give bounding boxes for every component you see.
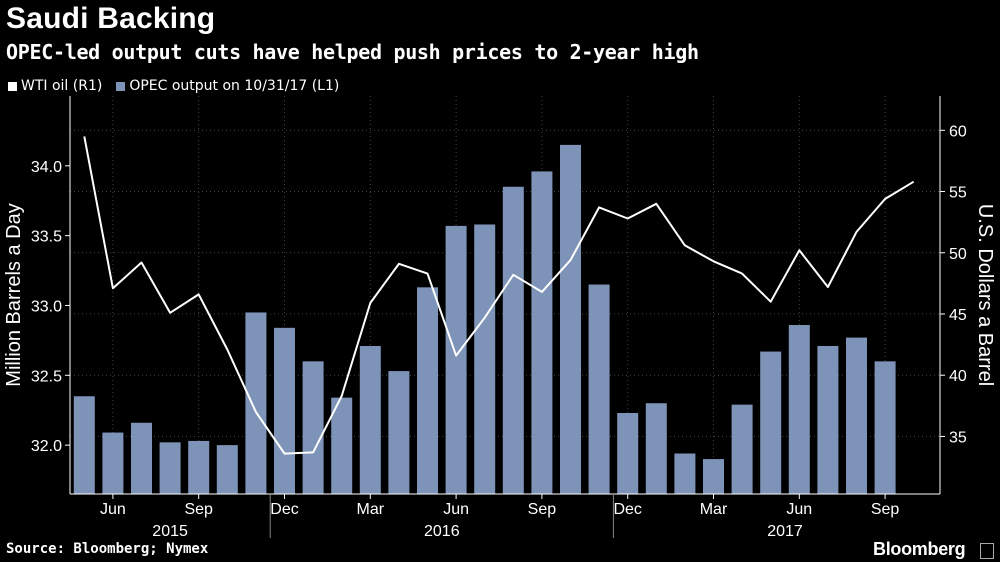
bar-opec-2 xyxy=(131,422,152,494)
bar-opec-26 xyxy=(817,345,839,494)
bar-opec-6 xyxy=(245,312,267,494)
legend-label-opec: OPEC output on 10/31/17 (L1) xyxy=(129,78,340,94)
bar-opec-17 xyxy=(560,144,581,494)
bar-opec-27 xyxy=(846,337,867,494)
left-tick-label-1: 32.5 xyxy=(31,368,62,385)
bar-opec-13 xyxy=(445,225,467,494)
left-tick-label-4: 34.0 xyxy=(31,159,62,176)
left-axis-title: Million Barrels a Day xyxy=(3,203,25,386)
source-note: Source: Bloomberg; Nymex xyxy=(6,541,209,557)
bar-opec-25 xyxy=(788,325,810,494)
bar-opec-9 xyxy=(331,397,353,494)
year-label-2016: 2016 xyxy=(424,523,460,540)
bar-opec-5 xyxy=(216,445,238,494)
bar-opec-3 xyxy=(159,442,181,494)
left-tick-label-2: 33.0 xyxy=(31,298,62,315)
bar-opec-10 xyxy=(359,345,381,494)
legend-item-opec: OPEC output on 10/31/17 (L1) xyxy=(116,78,339,94)
bar-opec-18 xyxy=(588,284,610,494)
legend: WTI oil (R1) OPEC output on 10/31/17 (L1… xyxy=(8,78,353,94)
right-tick-label-2: 45 xyxy=(949,307,967,324)
x-tick-label-4: Jun xyxy=(443,501,469,518)
x-tick-label-6: Dec xyxy=(613,501,641,518)
bar-opec-14 xyxy=(474,224,496,495)
x-tick-label-1: Sep xyxy=(184,501,213,518)
x-tick-label-3: Mar xyxy=(357,501,385,518)
right-tick-label-1: 40 xyxy=(949,368,967,385)
bloomberg-mark-icon xyxy=(980,543,994,559)
x-tick-label-7: Mar xyxy=(700,501,728,518)
year-label-2015: 2015 xyxy=(152,523,188,540)
bar-opec-23 xyxy=(731,404,753,494)
x-tick-label-9: Sep xyxy=(871,501,900,518)
bar-opec-20 xyxy=(645,403,667,494)
left-tick-label-3: 33.5 xyxy=(31,229,62,246)
legend-item-wti: WTI oil (R1) xyxy=(8,78,102,94)
bar-opec-28 xyxy=(874,361,896,494)
bloomberg-logo: Bloomberg xyxy=(873,539,966,559)
bar-opec-24 xyxy=(760,351,782,494)
legend-swatch-opec xyxy=(116,81,126,91)
right-tick-label-3: 50 xyxy=(949,246,967,263)
year-label-2017: 2017 xyxy=(767,523,803,540)
bar-opec-11 xyxy=(388,371,410,494)
chart-title: Saudi Backing xyxy=(6,2,216,35)
right-tick-label-5: 60 xyxy=(949,123,967,140)
bar-opec-19 xyxy=(617,413,639,494)
x-tick-label-2: Dec xyxy=(270,501,298,518)
bar-opec-7 xyxy=(274,327,295,494)
bar-opec-12 xyxy=(417,287,438,494)
x-tick-label-8: Jun xyxy=(786,501,812,518)
left-tick-label-0: 32.0 xyxy=(31,438,62,455)
line-wti xyxy=(83,136,915,455)
bar-opec-21 xyxy=(674,453,696,494)
bar-opec-22 xyxy=(703,459,724,494)
legend-swatch-wti xyxy=(8,81,17,91)
legend-label-wti: WTI oil (R1) xyxy=(21,78,103,94)
x-tick-label-0: Jun xyxy=(100,501,126,518)
right-tick-label-4: 55 xyxy=(949,185,967,202)
bar-opec-16 xyxy=(531,171,553,494)
bar-opec-8 xyxy=(302,361,324,494)
right-axis-title: U.S. Dollars a Barrel xyxy=(974,204,996,386)
bar-opec-0 xyxy=(73,396,95,494)
bar-opec-1 xyxy=(102,432,124,494)
chart-subtitle: OPEC-led output cuts have helped push pr… xyxy=(6,40,699,64)
bar-opec-4 xyxy=(188,440,210,494)
right-tick-label-0: 35 xyxy=(949,429,967,446)
bar-opec-15 xyxy=(502,186,524,495)
x-tick-label-5: Sep xyxy=(528,501,557,518)
